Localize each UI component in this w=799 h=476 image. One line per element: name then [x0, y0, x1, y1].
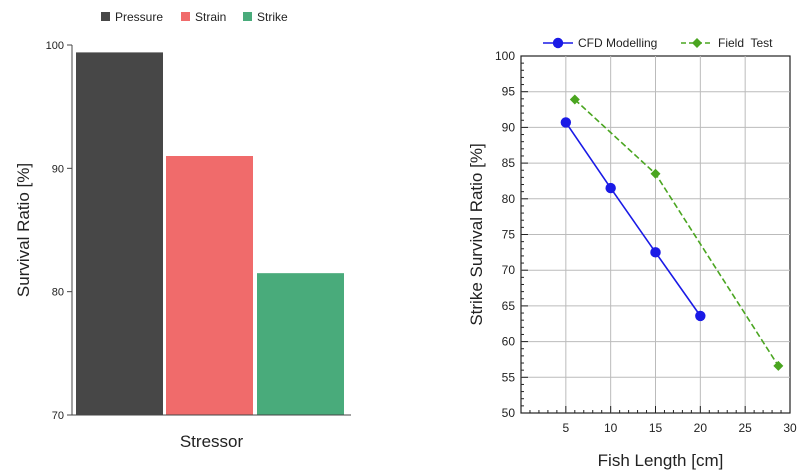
legend-marker-cfd-modelling: [552, 37, 564, 49]
bar-chart: Pressure Strain Strike 70 80 90 100 Survival Ra…: [14, 10, 351, 451]
legend-marker-field-test: [692, 38, 702, 48]
data-point-field-test: [569, 94, 580, 105]
y-tick-label: 65: [502, 299, 516, 313]
x-tick-label: 5: [562, 421, 569, 435]
y-tick-label: 70: [502, 263, 516, 277]
y-tick-label: 75: [502, 228, 516, 242]
y-axis-title: Strike Survival Ratio [%]: [467, 143, 486, 325]
x-tick-label: 15: [649, 421, 663, 435]
legend-label-pressure: Pressure: [115, 10, 163, 24]
y-tick-label: 95: [502, 85, 516, 99]
legend-label-strain: Strain: [195, 10, 226, 24]
y-tick-label: 100: [46, 40, 64, 52]
x-tick-label: 20: [694, 421, 708, 435]
line-chart: 5 10 15 20 25 30 50 55 60 65 70 75 80 85 90 95 100 Fish L…: [467, 36, 797, 470]
legend-label-cfd-modelling: CFD Modelling: [578, 36, 657, 50]
data-point-cfd-modelling: [605, 182, 616, 194]
y-tick-label: 60: [502, 335, 516, 349]
data-point-cfd-modelling: [695, 310, 706, 322]
x-tick-label: 10: [604, 421, 618, 435]
y-tick-label: 80: [52, 287, 64, 299]
x-tick-label: 25: [738, 421, 752, 435]
y-tick-label: 90: [52, 163, 64, 175]
x-axis-title: Stressor: [180, 432, 244, 451]
y-tick-label: 80: [502, 192, 516, 206]
legend-swatch-strike: [243, 12, 252, 21]
x-tick-label: 30: [783, 421, 797, 435]
legend-swatch-pressure: [101, 12, 110, 21]
data-point-field-test: [773, 360, 784, 371]
y-tick-label: 55: [502, 370, 516, 384]
legend-swatch-strain: [181, 12, 190, 21]
series-line-cfd-modelling: [565, 121, 701, 317]
legend-label-strike: Strike: [257, 10, 288, 24]
x-axis-title: Fish Length [cm]: [598, 451, 724, 470]
y-tick-label: 50: [502, 406, 516, 420]
bar-strike: [257, 273, 344, 415]
y-tick-label: 70: [52, 410, 64, 422]
bar-pressure: [76, 52, 163, 416]
data-point-cfd-modelling: [650, 247, 661, 258]
y-axis-title: Survival Ratio [%]: [14, 163, 33, 297]
bar-strain: [166, 156, 253, 415]
y-tick-label: 90: [502, 120, 516, 134]
legend-label-field-test: Field Test: [718, 36, 773, 50]
data-point-cfd-modelling: [560, 117, 572, 128]
data-point-field-test: [650, 168, 661, 179]
y-tick-label: 100: [495, 49, 515, 63]
y-tick-label: 85: [502, 156, 516, 170]
